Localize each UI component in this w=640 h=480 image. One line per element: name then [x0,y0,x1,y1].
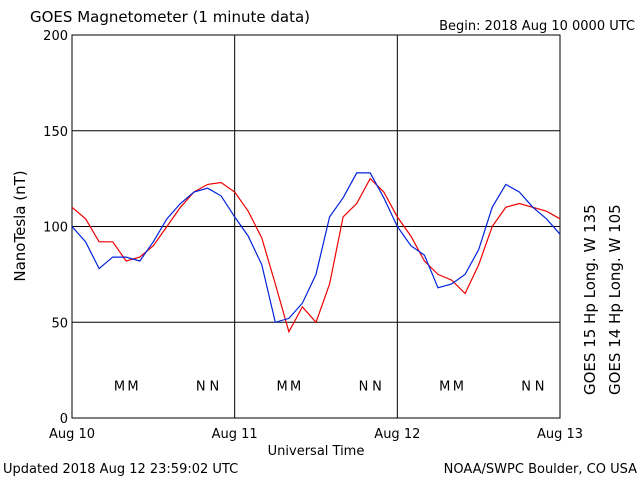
annotation: M [439,379,450,394]
y-tick-label: 100 [43,221,68,236]
annotation: N [209,379,219,394]
x-tick-label: Aug 13 [537,427,583,442]
chart-subtitle: Begin: 2018 Aug 10 0000 UTC [439,19,635,34]
legend-entry: GOES 14 Hp Long. W 105 [606,204,624,395]
annotation: N [359,379,369,394]
annotation: M [453,379,464,394]
footer-right: NOAA/SWPC Boulder, CO USA [444,462,637,477]
x-tick-label: Aug 10 [49,427,95,442]
y-tick-label: 150 [43,125,68,140]
legend-entry: GOES 15 Hp Long. W 135 [581,204,599,395]
x-axis-label: Universal Time [268,444,365,459]
annotation: N [372,379,382,394]
annotation: M [127,379,138,394]
y-axis-label: NanoTesla (nT) [11,170,29,281]
annotation: N [521,379,531,394]
chart-title: GOES Magnetometer (1 minute data) [30,8,310,26]
x-tick-label: Aug 11 [212,427,258,442]
series-line [71,172,561,324]
annotation: M [114,379,125,394]
y-tick-label: 50 [51,316,68,331]
series-line [71,177,561,334]
annotation: M [290,379,301,394]
x-tick-label: Aug 12 [374,427,420,442]
annotation: N [196,379,206,394]
annotation: N [535,379,545,394]
y-tick-label: 200 [43,29,68,44]
footer-left: Updated 2018 Aug 12 23:59:02 UTC [3,462,238,477]
y-tick-label: 0 [60,412,68,427]
annotation: M [277,379,288,394]
